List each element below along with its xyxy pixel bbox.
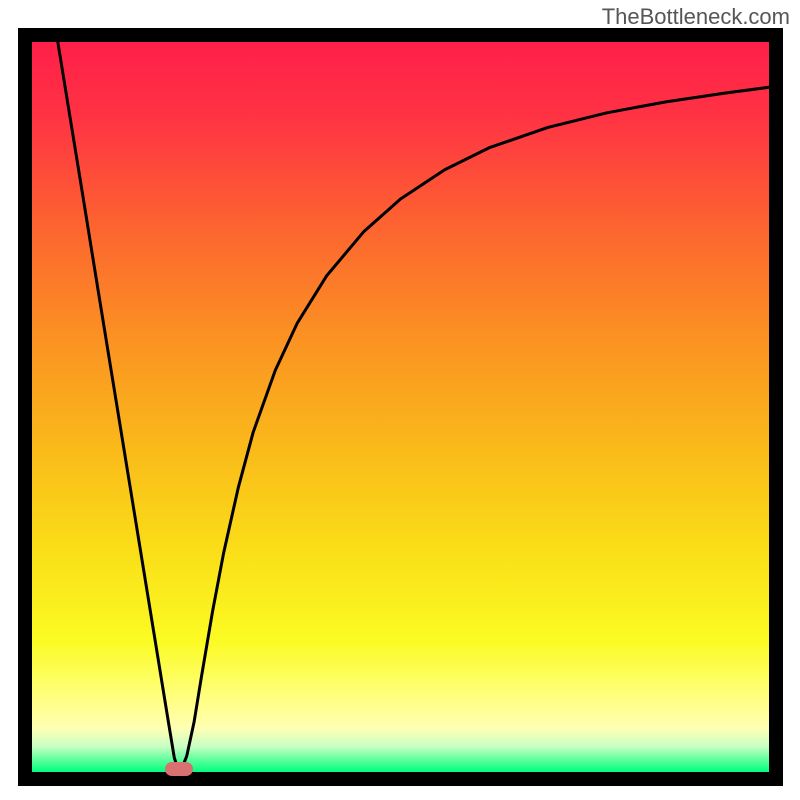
curve-svg bbox=[32, 42, 769, 772]
bottleneck-curve bbox=[58, 42, 769, 769]
plot-frame bbox=[18, 28, 783, 786]
optimum-marker bbox=[165, 762, 193, 776]
chart-container: TheBottleneck.com bbox=[0, 0, 800, 800]
watermark-text: TheBottleneck.com bbox=[602, 4, 790, 30]
